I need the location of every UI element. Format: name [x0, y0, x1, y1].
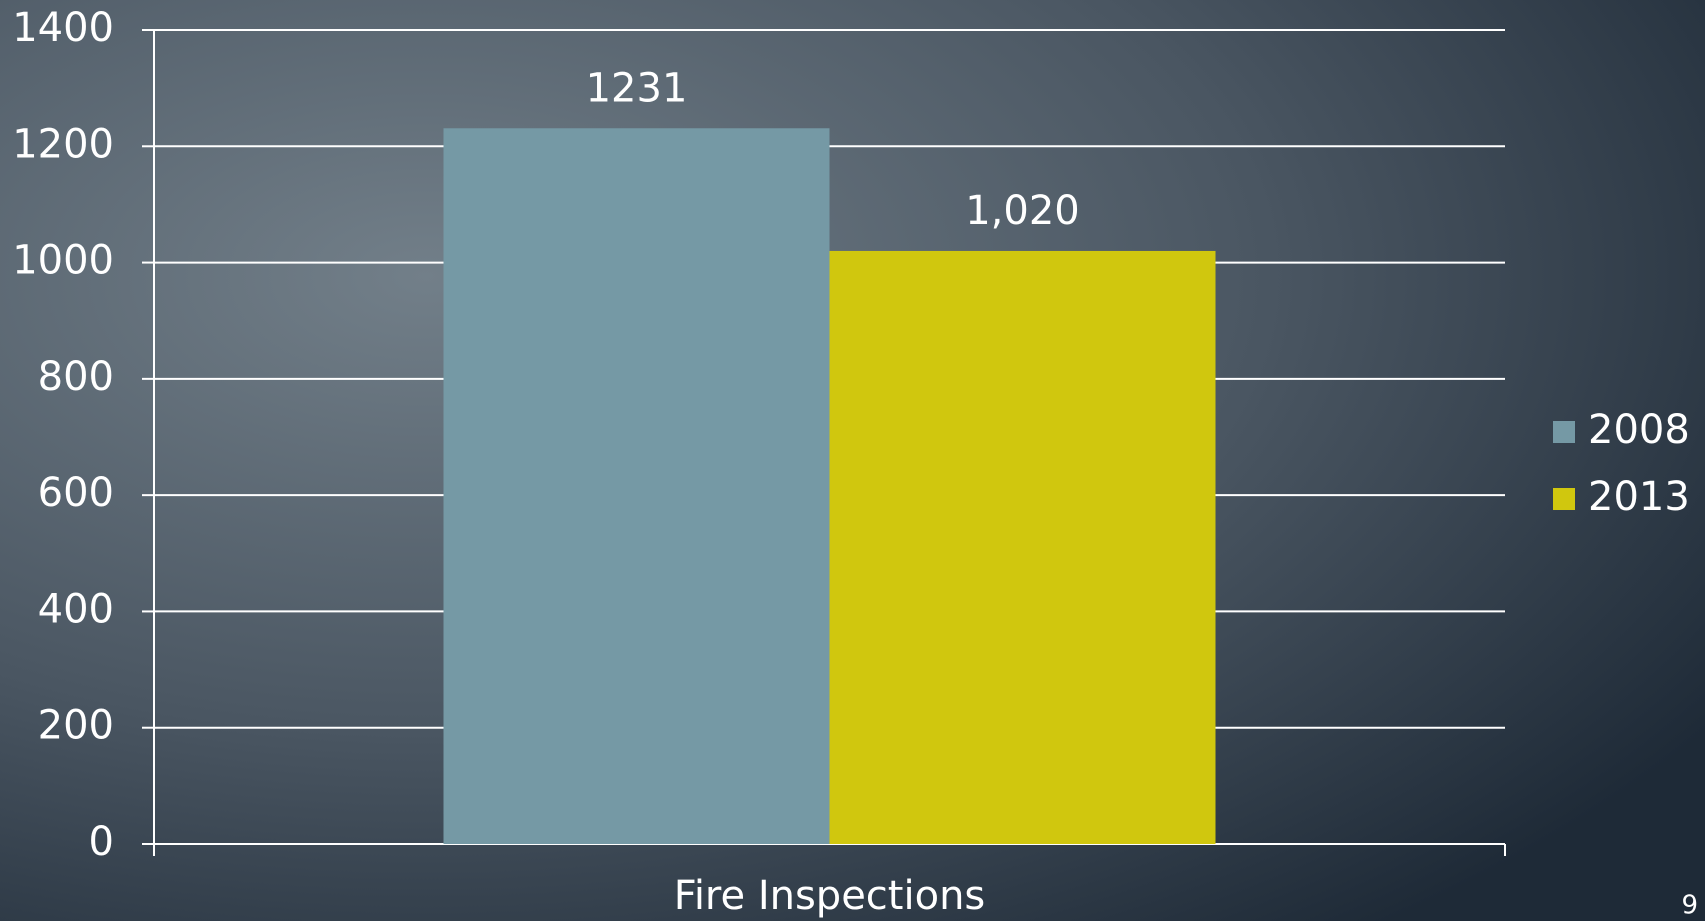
legend-label: 2013	[1588, 474, 1690, 520]
bar	[829, 250, 1216, 844]
legend-swatch	[1553, 488, 1575, 510]
bar	[443, 128, 830, 845]
y-tick-label: 400	[38, 586, 114, 632]
y-tick-label: 1400	[12, 5, 114, 51]
y-tick-label: 1000	[12, 238, 114, 284]
value-label: 1,020	[965, 188, 1080, 234]
x-tick-label: Fire Inspections	[674, 873, 986, 919]
value-label: 1231	[586, 65, 688, 111]
y-tick-label: 600	[38, 470, 114, 516]
legend-swatch	[1553, 421, 1575, 443]
legend-label: 2008	[1588, 407, 1690, 453]
y-tick-label: 1200	[12, 121, 114, 167]
y-tick-label: 0	[89, 819, 114, 865]
y-tick-label: 200	[38, 703, 114, 749]
page-number: 9	[1681, 891, 1698, 921]
y-tick-label: 800	[38, 354, 114, 400]
